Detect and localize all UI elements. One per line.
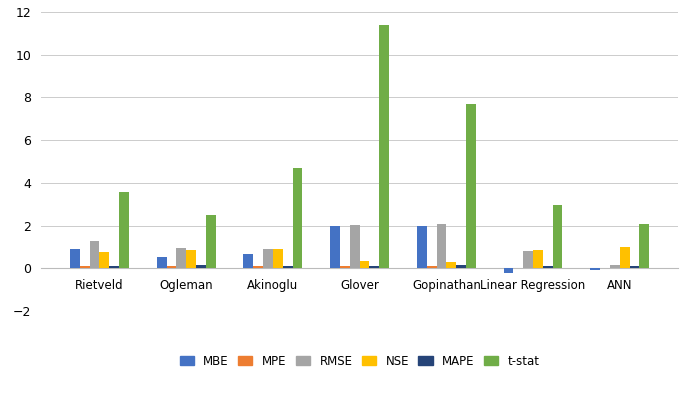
Bar — [630, 267, 639, 269]
Bar — [340, 267, 350, 269]
Bar — [176, 248, 186, 269]
Bar — [590, 269, 600, 270]
Bar — [360, 261, 369, 269]
Bar — [110, 267, 119, 269]
Bar — [119, 192, 129, 269]
Bar — [157, 257, 166, 269]
Bar — [186, 250, 196, 269]
Legend: MBE, MPE, RMSE, NSE, MAPE, t-stat: MBE, MPE, RMSE, NSE, MAPE, t-stat — [176, 351, 543, 371]
Bar — [196, 265, 206, 269]
Bar — [243, 253, 253, 269]
Bar — [417, 226, 427, 269]
Bar — [447, 262, 456, 269]
Bar — [610, 265, 620, 269]
Bar — [70, 249, 80, 269]
Bar — [533, 250, 543, 269]
Bar — [263, 249, 273, 269]
Bar — [292, 168, 302, 269]
Bar — [80, 267, 90, 269]
Bar — [330, 226, 340, 269]
Bar — [456, 265, 466, 269]
Bar — [427, 267, 436, 269]
Bar — [466, 104, 476, 269]
Bar — [369, 267, 379, 269]
Bar — [99, 253, 110, 269]
Bar — [503, 269, 514, 273]
Bar — [166, 267, 176, 269]
Bar — [253, 267, 263, 269]
Bar — [523, 251, 533, 269]
Bar — [90, 241, 99, 269]
Bar — [273, 249, 283, 269]
Bar — [206, 215, 216, 269]
Bar — [283, 267, 292, 269]
Bar — [379, 25, 389, 269]
Bar — [639, 223, 649, 269]
Bar — [620, 247, 630, 269]
Bar — [436, 223, 447, 269]
Bar — [543, 267, 553, 269]
Bar — [350, 225, 360, 269]
Bar — [553, 205, 562, 269]
